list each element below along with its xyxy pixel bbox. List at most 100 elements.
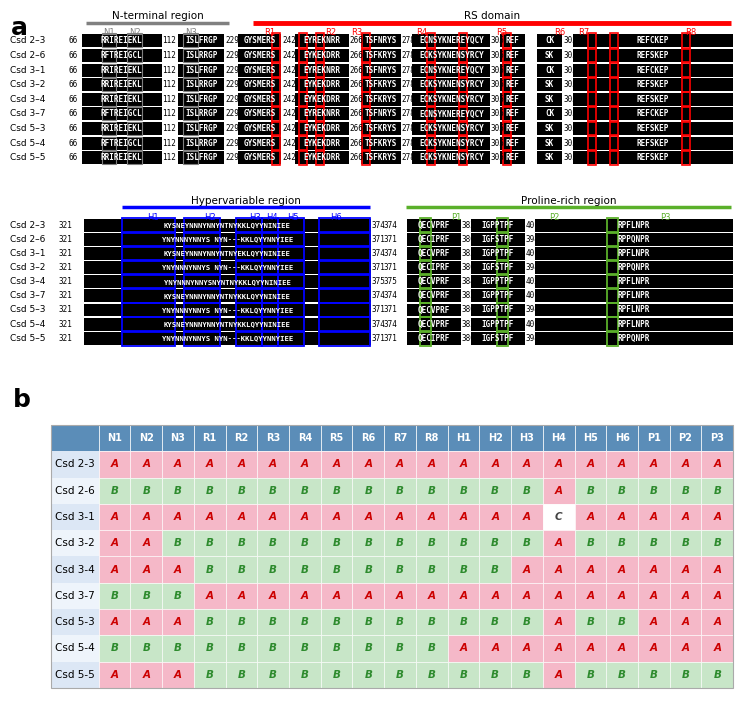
Text: 305: 305 <box>491 109 505 118</box>
Text: H6: H6 <box>614 433 629 443</box>
Bar <box>534 318 733 330</box>
Bar <box>178 107 224 121</box>
Text: B: B <box>682 538 689 548</box>
Bar <box>262 274 278 289</box>
Text: Csd 2–3: Csd 2–3 <box>10 36 46 46</box>
Bar <box>122 246 174 261</box>
Text: RPFLNPR: RPFLNPR <box>617 277 650 286</box>
Bar <box>184 274 220 289</box>
Bar <box>459 107 467 121</box>
Bar <box>318 260 370 275</box>
Text: TSFNRYS: TSFNRYS <box>364 109 397 118</box>
Text: A: A <box>459 512 467 522</box>
Text: Csd 3–1: Csd 3–1 <box>10 249 46 258</box>
Text: A: A <box>586 564 594 575</box>
Bar <box>416 635 447 662</box>
Bar <box>479 583 511 609</box>
Text: H4: H4 <box>266 213 278 222</box>
Text: B: B <box>269 486 277 496</box>
Bar <box>272 77 280 93</box>
Bar <box>470 247 525 260</box>
Bar <box>588 107 596 121</box>
Text: EYREKNRR: EYREKNRR <box>303 66 341 74</box>
Bar <box>447 451 479 477</box>
Text: A: A <box>682 564 689 575</box>
Bar <box>51 609 99 635</box>
Text: A: A <box>586 644 594 653</box>
Bar <box>352 425 384 451</box>
Bar <box>321 504 352 530</box>
Text: RRIREIEKL: RRIREIEKL <box>101 80 142 89</box>
Bar <box>670 635 701 662</box>
Text: 112: 112 <box>162 51 176 60</box>
Bar <box>536 78 562 91</box>
Bar <box>427 62 435 78</box>
Text: RPFLNPR: RPFLNPR <box>617 320 650 329</box>
Bar <box>682 77 690 93</box>
Bar <box>316 150 324 165</box>
Text: 305: 305 <box>564 95 577 104</box>
Text: B: B <box>396 538 404 548</box>
Bar <box>82 122 162 135</box>
Bar <box>536 49 562 62</box>
Text: ECKSYKNENSYRCY: ECKSYKNENSYRCY <box>419 95 484 104</box>
Text: B: B <box>206 617 214 627</box>
Bar <box>384 451 416 477</box>
Bar <box>102 34 116 48</box>
Text: b: b <box>13 388 31 412</box>
Bar <box>183 107 198 121</box>
Bar <box>162 504 194 530</box>
Bar <box>318 317 370 332</box>
Bar <box>407 318 462 330</box>
Bar <box>51 635 99 662</box>
Bar <box>194 451 226 477</box>
Text: 242: 242 <box>282 95 296 104</box>
Text: B: B <box>523 538 531 548</box>
Text: H3: H3 <box>519 433 534 443</box>
Text: 112: 112 <box>162 95 176 104</box>
Bar <box>534 247 733 260</box>
Text: B: B <box>459 617 467 627</box>
Text: IGPPTPF: IGPPTPF <box>482 277 514 286</box>
Bar <box>427 135 435 151</box>
Bar <box>102 137 116 150</box>
Bar <box>384 504 416 530</box>
Bar <box>500 78 525 91</box>
Text: A: A <box>491 512 499 522</box>
Text: A: A <box>269 512 277 522</box>
Bar <box>84 318 371 330</box>
Bar <box>609 33 617 48</box>
Bar <box>416 425 447 451</box>
Bar <box>257 662 289 688</box>
Bar <box>701 609 733 635</box>
Bar <box>536 107 562 121</box>
Bar <box>122 288 174 304</box>
Bar <box>295 78 349 91</box>
Text: 242: 242 <box>282 154 296 162</box>
Text: A: A <box>174 669 182 680</box>
Text: B: B <box>301 538 309 548</box>
Text: YNYNNNYNNYS NYN---KKLQYYNNYIEE: YNYNNNYNNYS NYN---KKLQYYNNYIEE <box>162 236 293 243</box>
Bar <box>194 530 226 557</box>
Text: GYSMERS: GYSMERS <box>243 51 275 60</box>
Bar <box>534 332 733 345</box>
Text: B: B <box>142 644 150 653</box>
Text: P3: P3 <box>710 433 724 443</box>
Text: A: A <box>459 591 467 601</box>
Bar <box>701 662 733 688</box>
Bar <box>295 93 349 106</box>
Bar <box>183 78 198 91</box>
Text: ISLFRGP: ISLFRGP <box>185 66 217 74</box>
Bar <box>299 121 307 136</box>
Text: A: A <box>523 591 531 601</box>
Text: B: B <box>237 538 246 548</box>
Text: B: B <box>650 669 657 680</box>
Text: A: A <box>301 591 309 601</box>
Text: A: A <box>206 512 214 522</box>
Text: 380: 380 <box>462 263 476 272</box>
Bar <box>536 122 562 135</box>
Bar <box>574 504 606 530</box>
Bar <box>607 303 618 318</box>
Text: 229: 229 <box>226 80 240 89</box>
Bar <box>278 260 304 275</box>
